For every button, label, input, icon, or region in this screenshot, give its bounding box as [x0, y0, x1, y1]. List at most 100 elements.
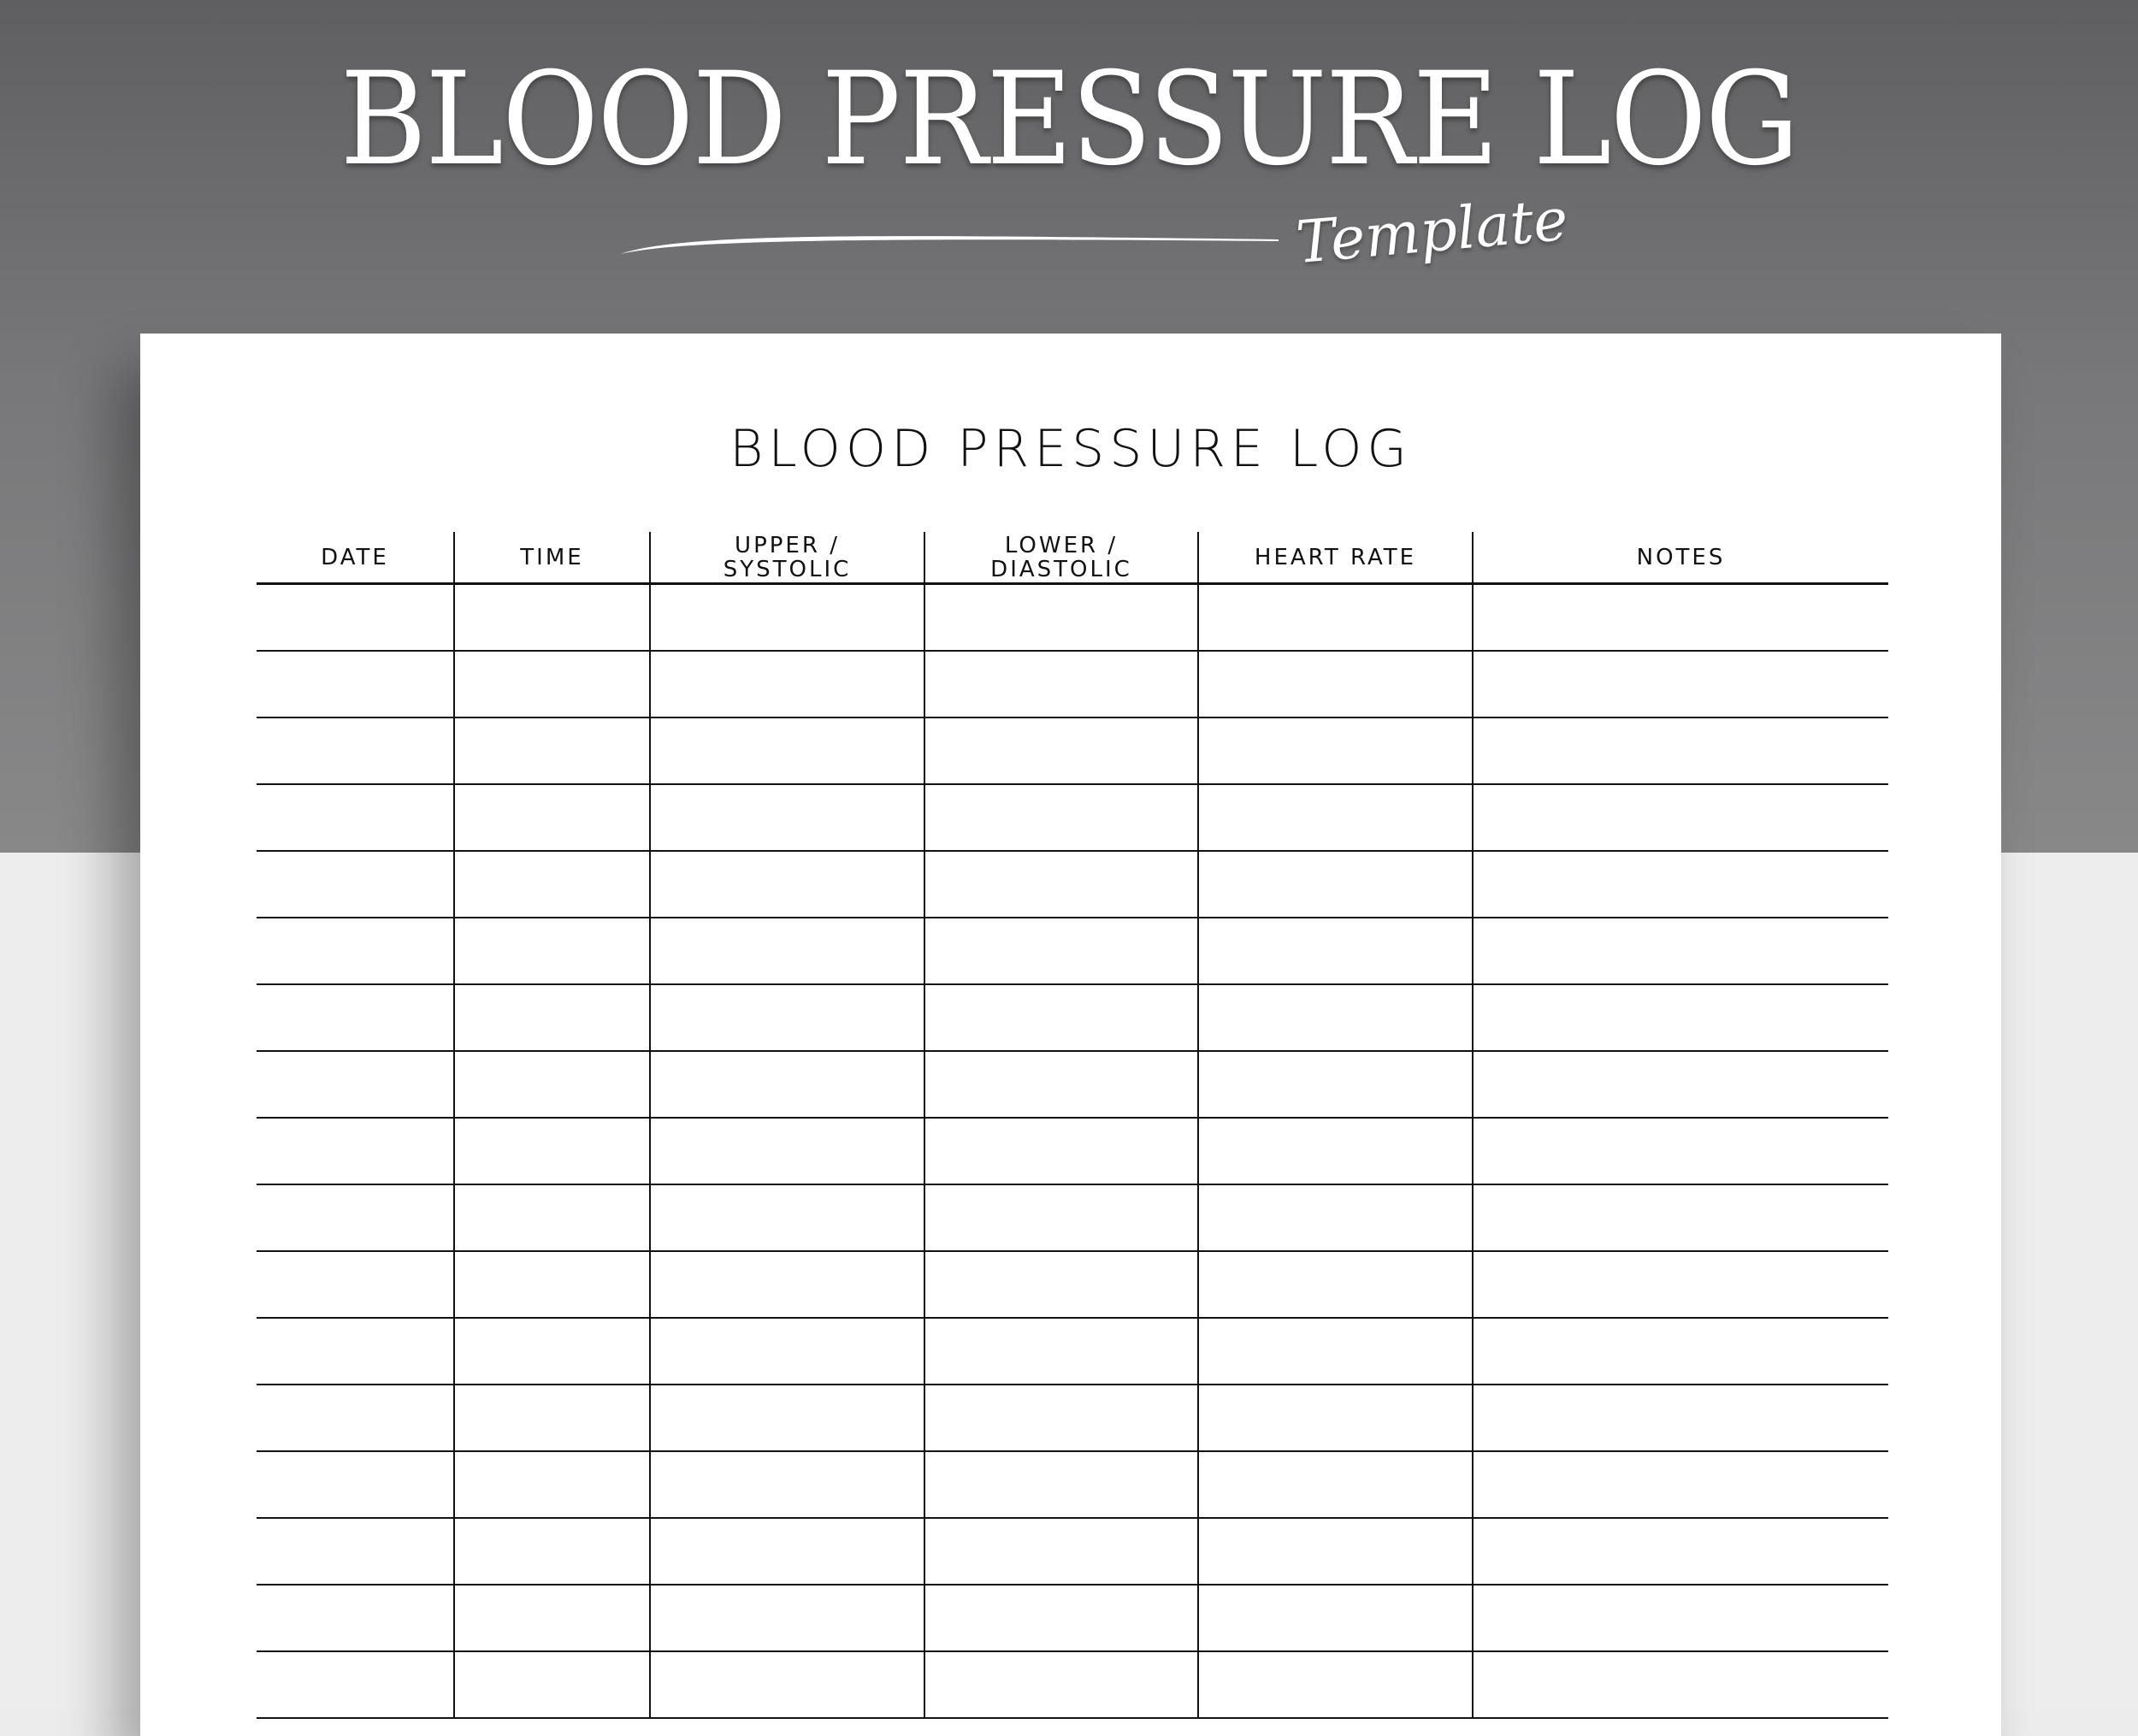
entry-cell[interactable]	[453, 851, 650, 918]
entry-cell[interactable]	[453, 1385, 650, 1452]
entry-cell[interactable]	[1197, 583, 1473, 652]
entry-cell[interactable]	[1472, 651, 1888, 718]
entry-cell[interactable]	[924, 583, 1198, 652]
entry-cell[interactable]	[257, 984, 454, 1052]
entry-cell[interactable]	[924, 1051, 1198, 1119]
entry-cell[interactable]	[1472, 1184, 1888, 1252]
entry-cell[interactable]	[649, 583, 924, 652]
entry-cell[interactable]	[649, 918, 924, 985]
entry-cell[interactable]	[453, 651, 650, 718]
entry-cell[interactable]	[924, 851, 1198, 918]
entry-cell[interactable]	[1472, 984, 1888, 1052]
entry-cell[interactable]	[649, 1385, 924, 1452]
entry-cell[interactable]	[1197, 784, 1473, 852]
entry-cell[interactable]	[1472, 717, 1888, 785]
entry-cell[interactable]	[1197, 1318, 1473, 1385]
entry-cell[interactable]	[1472, 1251, 1888, 1319]
entry-cell[interactable]	[453, 1518, 650, 1585]
entry-cell[interactable]	[1472, 851, 1888, 918]
entry-cell[interactable]	[257, 1385, 454, 1452]
entry-cell[interactable]	[924, 717, 1198, 785]
entry-cell[interactable]	[257, 918, 454, 985]
entry-cell[interactable]	[257, 784, 454, 852]
entry-cell[interactable]	[924, 918, 1198, 985]
entry-cell[interactable]	[649, 1251, 924, 1319]
entry-cell[interactable]	[1472, 1318, 1888, 1385]
entry-cell[interactable]	[649, 1518, 924, 1585]
entry-cell[interactable]	[453, 583, 650, 652]
entry-cell[interactable]	[257, 1585, 454, 1652]
entry-cell[interactable]	[1197, 851, 1473, 918]
entry-cell[interactable]	[649, 984, 924, 1052]
entry-cell[interactable]	[924, 651, 1198, 718]
entry-cell[interactable]	[1197, 918, 1473, 985]
entry-cell[interactable]	[453, 918, 650, 985]
entry-cell[interactable]	[453, 1451, 650, 1519]
entry-cell[interactable]	[649, 1451, 924, 1519]
entry-cell[interactable]	[1472, 1385, 1888, 1452]
entry-cell[interactable]	[924, 1385, 1198, 1452]
entry-cell[interactable]	[453, 1651, 650, 1719]
entry-cell[interactable]	[649, 1118, 924, 1185]
entry-cell[interactable]	[1472, 1118, 1888, 1185]
entry-cell[interactable]	[257, 1251, 454, 1319]
entry-cell[interactable]	[1472, 1585, 1888, 1652]
entry-cell[interactable]	[1197, 651, 1473, 718]
entry-cell[interactable]	[1197, 1118, 1473, 1185]
entry-cell[interactable]	[453, 1118, 650, 1185]
entry-cell[interactable]	[649, 1051, 924, 1119]
entry-cell[interactable]	[1472, 918, 1888, 985]
entry-cell[interactable]	[257, 651, 454, 718]
entry-cell[interactable]	[649, 651, 924, 718]
entry-cell[interactable]	[649, 717, 924, 785]
entry-cell[interactable]	[1197, 1251, 1473, 1319]
entry-cell[interactable]	[1197, 1585, 1473, 1652]
entry-cell[interactable]	[1472, 784, 1888, 852]
entry-cell[interactable]	[924, 1651, 1198, 1719]
entry-cell[interactable]	[1197, 1051, 1473, 1119]
entry-cell[interactable]	[924, 1585, 1198, 1652]
entry-cell[interactable]	[257, 717, 454, 785]
entry-cell[interactable]	[649, 851, 924, 918]
entry-cell[interactable]	[257, 1518, 454, 1585]
entry-cell[interactable]	[649, 1318, 924, 1385]
entry-cell[interactable]	[924, 1251, 1198, 1319]
entry-cell[interactable]	[257, 1451, 454, 1519]
entry-cell[interactable]	[649, 1651, 924, 1719]
entry-cell[interactable]	[649, 1585, 924, 1652]
entry-cell[interactable]	[257, 1318, 454, 1385]
entry-cell[interactable]	[1472, 1518, 1888, 1585]
entry-cell[interactable]	[257, 1184, 454, 1252]
entry-cell[interactable]	[924, 1118, 1198, 1185]
entry-cell[interactable]	[1197, 1184, 1473, 1252]
entry-cell[interactable]	[453, 1585, 650, 1652]
entry-cell[interactable]	[1197, 1518, 1473, 1585]
entry-cell[interactable]	[924, 1518, 1198, 1585]
entry-cell[interactable]	[649, 784, 924, 852]
entry-cell[interactable]	[924, 1318, 1198, 1385]
entry-cell[interactable]	[1197, 1451, 1473, 1519]
entry-cell[interactable]	[453, 1184, 650, 1252]
entry-cell[interactable]	[453, 984, 650, 1052]
entry-cell[interactable]	[1197, 1651, 1473, 1719]
entry-cell[interactable]	[257, 1118, 454, 1185]
entry-cell[interactable]	[257, 583, 454, 652]
entry-cell[interactable]	[257, 1651, 454, 1719]
entry-cell[interactable]	[924, 1184, 1198, 1252]
entry-cell[interactable]	[1472, 1651, 1888, 1719]
entry-cell[interactable]	[1472, 1451, 1888, 1519]
entry-cell[interactable]	[649, 1184, 924, 1252]
entry-cell[interactable]	[924, 984, 1198, 1052]
entry-cell[interactable]	[453, 1318, 650, 1385]
entry-cell[interactable]	[1472, 583, 1888, 652]
entry-cell[interactable]	[453, 1051, 650, 1119]
entry-cell[interactable]	[1197, 717, 1473, 785]
entry-cell[interactable]	[1197, 984, 1473, 1052]
entry-cell[interactable]	[924, 784, 1198, 852]
entry-cell[interactable]	[453, 1251, 650, 1319]
entry-cell[interactable]	[257, 851, 454, 918]
entry-cell[interactable]	[453, 717, 650, 785]
entry-cell[interactable]	[453, 784, 650, 852]
entry-cell[interactable]	[1472, 1051, 1888, 1119]
entry-cell[interactable]	[257, 1051, 454, 1119]
